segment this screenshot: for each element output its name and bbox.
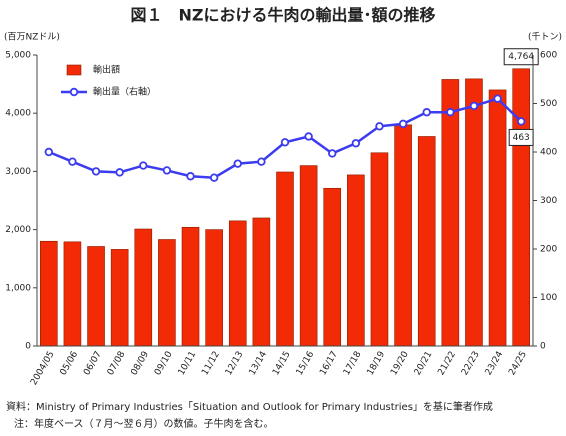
value-label: 4,764 (508, 52, 534, 62)
line-point (516, 117, 526, 126)
x-tick-label: 24/25 (507, 350, 529, 377)
x-tick-label: 21/22 (436, 350, 458, 377)
x-tick-label: 15/16 (295, 350, 317, 378)
line-point (422, 108, 431, 117)
legend-label: 輸出量（右軸） (93, 86, 156, 98)
bar (228, 220, 247, 347)
line-point (91, 167, 101, 176)
x-tick-label: 14/15 (271, 350, 293, 377)
y2-tick-label: 200 (540, 245, 557, 255)
source-note: 資料：Ministry of Primary Industries「Situat… (6, 400, 493, 413)
bar (134, 228, 153, 347)
value-label-box (503, 48, 539, 66)
x-tick-label: 13/14 (248, 350, 270, 378)
x-tick-label: 23/24 (484, 350, 506, 378)
axis-frame (36, 55, 534, 347)
bar (252, 217, 271, 347)
line-point (446, 108, 455, 117)
y-tick-label: 2,000 (5, 225, 31, 235)
y-tick-label: 5,000 (5, 51, 31, 61)
bar (299, 165, 318, 347)
bar (181, 226, 200, 347)
y-axis-label: (百万NZドル) (4, 32, 60, 43)
y-tick-label: 1,000 (5, 283, 31, 293)
x-tick-label: 05/06 (59, 350, 81, 378)
x-tick-label: 20/21 (413, 350, 435, 377)
y-tick-label: 3,000 (5, 167, 31, 177)
line-point (398, 119, 408, 129)
x-tick-label: 11/12 (200, 350, 222, 377)
x-tick-label: 17/18 (342, 350, 364, 378)
x-tick-label: 22/23 (460, 350, 482, 377)
x-tick-label: 08/09 (129, 350, 151, 378)
x-tick-label: 18/19 (366, 350, 388, 378)
line-point (469, 101, 479, 111)
x-tick-label: 2004/05 (29, 350, 56, 387)
line-point (186, 172, 195, 181)
line-point (162, 166, 172, 175)
bar (276, 171, 294, 347)
line-point (351, 139, 361, 148)
y2-tick-label: 400 (540, 148, 557, 158)
chart-title: 図１ NZにおける牛肉の輸出量･額の推移 (131, 6, 436, 25)
x-tick-label: 09/10 (153, 350, 175, 378)
bar (347, 174, 365, 347)
bar (87, 246, 105, 347)
bar (40, 240, 58, 347)
y2-axis-label: (千トン) (528, 32, 562, 43)
line-point (257, 157, 266, 166)
y2-tick-label: 600 (540, 51, 557, 61)
line-point (304, 132, 313, 141)
y2-tick-label: 500 (540, 99, 557, 109)
x-tick-label: 19/20 (389, 350, 411, 378)
line-point (375, 122, 384, 131)
x-tick-label: 07/08 (106, 350, 128, 378)
bar (158, 239, 176, 347)
line-point (233, 159, 242, 168)
line-point (115, 168, 124, 177)
y-tick-label: 4,000 (5, 109, 31, 119)
bar (417, 136, 436, 347)
bar (465, 78, 483, 347)
x-tick-label: 10/11 (177, 350, 199, 377)
line-point (209, 173, 219, 182)
y2-tick-label: 100 (540, 293, 557, 303)
legend-swatch (66, 64, 82, 76)
x-tick-label: 06/07 (82, 350, 104, 377)
y2-tick-label: 0 (540, 342, 546, 352)
bar (370, 152, 389, 347)
legend-marker (69, 87, 79, 97)
bar (512, 68, 530, 347)
line-point (328, 149, 337, 158)
line-point (68, 157, 77, 166)
bar (110, 249, 129, 347)
bar (63, 241, 82, 347)
y2-tick-label: 300 (540, 196, 557, 206)
bar (488, 89, 507, 347)
legend-label: 輸出額 (93, 64, 120, 76)
value-label: 463 (513, 133, 530, 143)
footnote: 注：年度ベース（７月～翌６月）の数値。子牛肉を含む。 (14, 417, 274, 430)
x-tick-label: 16/17 (318, 350, 340, 377)
bar (205, 229, 223, 347)
y-tick-label: 0 (25, 342, 31, 352)
line-point (280, 138, 290, 147)
line-point (139, 161, 148, 170)
line-point (44, 147, 54, 157)
bar (441, 79, 460, 347)
bar (323, 187, 342, 347)
line-point (493, 94, 502, 103)
bar (394, 124, 412, 347)
x-tick-label: 12/13 (224, 350, 246, 377)
